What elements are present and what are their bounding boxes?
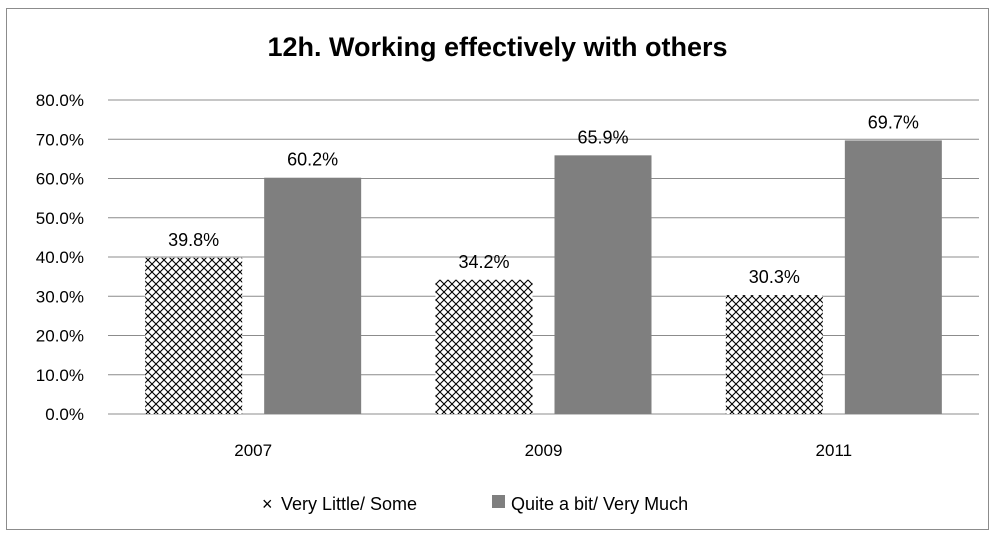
data-label: 30.3% bbox=[749, 267, 800, 287]
y-tick-label: 30.0% bbox=[36, 287, 84, 306]
y-tick-label: 60.0% bbox=[36, 170, 84, 189]
x-tick-label: 2007 bbox=[234, 441, 272, 460]
y-tick-label: 70.0% bbox=[36, 130, 84, 149]
bar-very-little-some-2011 bbox=[725, 295, 823, 414]
y-tick-label: 0.0% bbox=[45, 405, 84, 424]
legend-label-very-little-some: Very Little/ Some bbox=[281, 494, 417, 514]
legend-marker-crosshatch: × bbox=[262, 494, 273, 514]
bar-quite-a-bit-very-much-2011 bbox=[844, 140, 942, 415]
y-tick-label: 50.0% bbox=[36, 209, 84, 228]
bar-quite-a-bit-very-much-2007 bbox=[264, 177, 362, 414]
data-label: 34.2% bbox=[458, 252, 509, 272]
data-label: 39.8% bbox=[168, 230, 219, 250]
data-label: 65.9% bbox=[577, 127, 628, 147]
bar-very-little-some-2007 bbox=[145, 257, 243, 414]
bar-quite-a-bit-very-much-2009 bbox=[554, 155, 652, 414]
legend-label-quite-a-bit-very-much: Quite a bit/ Very Much bbox=[511, 494, 688, 514]
y-tick-label: 80.0% bbox=[36, 91, 84, 110]
legend-marker-solid bbox=[492, 495, 505, 508]
x-tick-label: 2011 bbox=[816, 441, 853, 460]
data-label: 69.7% bbox=[868, 112, 919, 132]
y-tick-label: 20.0% bbox=[36, 327, 84, 346]
bar-very-little-some-2009 bbox=[435, 279, 533, 414]
x-tick-label: 2009 bbox=[525, 441, 563, 460]
chart-title: 12h. Working effectively with others bbox=[267, 32, 728, 62]
y-tick-label: 10.0% bbox=[36, 366, 84, 385]
y-tick-label: 40.0% bbox=[36, 248, 84, 267]
data-label: 60.2% bbox=[287, 150, 338, 170]
